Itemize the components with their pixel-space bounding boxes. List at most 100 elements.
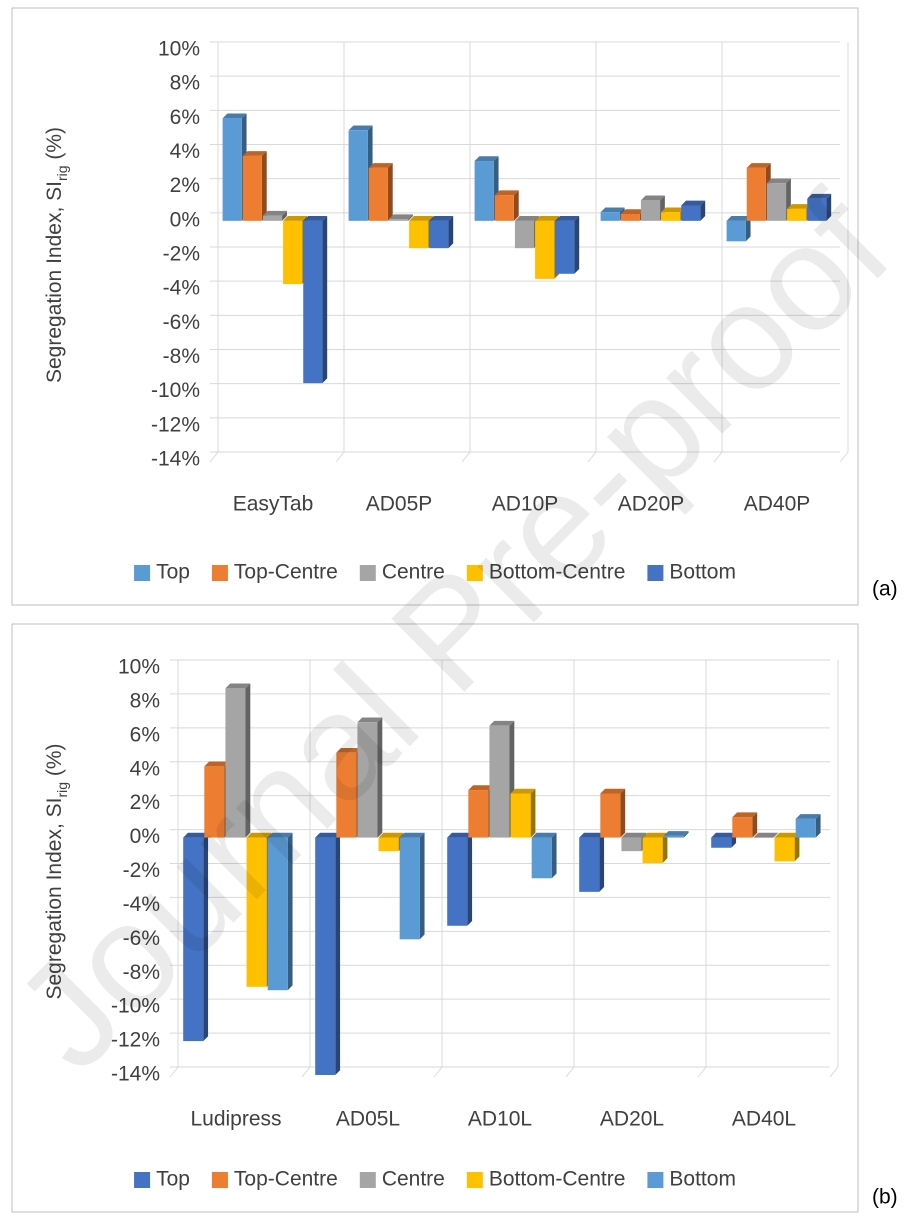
bar-side — [467, 832, 473, 926]
floor-tick — [713, 451, 723, 463]
legend-swatch — [134, 565, 151, 581]
bar-top — [732, 812, 758, 818]
x-tick-label: EasyTab — [233, 493, 314, 516]
bar — [640, 200, 661, 221]
bar-top — [429, 216, 454, 221]
bar-top — [474, 156, 499, 162]
x-tick-label: AD40P — [744, 493, 811, 516]
legend-swatch — [134, 1172, 151, 1188]
bar — [399, 837, 420, 940]
bar — [746, 167, 766, 221]
bar — [774, 837, 795, 862]
bar — [267, 837, 288, 991]
y-tick-label: 4% — [130, 757, 160, 780]
bar-top — [315, 832, 341, 838]
floor-tick — [839, 451, 849, 463]
bar-side — [335, 832, 341, 1075]
bar-side — [662, 832, 668, 864]
floor-tick — [169, 1066, 179, 1078]
legend-label: Centre — [382, 1168, 445, 1191]
legend-swatch — [647, 565, 664, 581]
y-axis-title-suffix: (%) — [43, 743, 66, 782]
y-tick-label: -4% — [123, 893, 160, 916]
bar-top — [399, 832, 425, 838]
bar — [357, 722, 378, 838]
y-axis-title: Segregation Index, SIrig (%) — [43, 127, 70, 383]
y-axis-title-sub: rig — [54, 782, 70, 798]
floor-tick — [335, 451, 345, 463]
bar — [468, 790, 489, 838]
y-tick-label: 6% — [170, 106, 200, 129]
bar-top — [378, 832, 404, 838]
bar-side — [745, 216, 751, 242]
bar-top — [489, 720, 515, 726]
bar — [600, 793, 621, 838]
legend-swatch — [211, 565, 228, 581]
bar — [663, 835, 684, 838]
bar-side — [815, 814, 821, 838]
bar-side — [620, 788, 626, 838]
bar — [661, 212, 681, 221]
bar-top — [409, 216, 434, 221]
bar-top — [600, 788, 626, 794]
bar — [242, 155, 262, 221]
legend-label: Top — [156, 561, 190, 584]
bar-top — [535, 216, 560, 221]
legend: Top Top-Centre Centre Bottom-Centre Bottom — [134, 1168, 736, 1191]
bar — [621, 837, 642, 852]
bar — [807, 198, 827, 221]
legend-label: Bottom-Centre — [489, 561, 626, 584]
bar-top — [681, 200, 706, 206]
legend-swatch — [359, 565, 376, 581]
bar-top — [447, 832, 473, 838]
bar — [447, 837, 468, 926]
bar-top — [262, 210, 287, 216]
y-tick-label: 8% — [130, 689, 160, 712]
bar — [787, 208, 807, 221]
floor-tick — [301, 1066, 311, 1078]
bar-side — [419, 832, 425, 940]
bar — [315, 837, 336, 1075]
bar — [642, 837, 663, 864]
bar-top — [620, 209, 645, 214]
bar-side — [377, 717, 383, 838]
bar-top — [357, 717, 383, 723]
bar-top — [579, 832, 605, 838]
legend-swatch — [647, 1172, 664, 1188]
bar-side — [530, 788, 536, 838]
bar — [348, 130, 368, 221]
bar — [246, 837, 267, 987]
y-tick-label: -8% — [123, 961, 160, 984]
y-axis-title-main: Segregation Index, SI — [43, 181, 66, 383]
bar — [766, 183, 787, 221]
bar — [711, 837, 732, 848]
legend-label: Bottom — [669, 1168, 736, 1191]
bar — [283, 220, 303, 285]
bar-top — [531, 832, 557, 838]
legend-swatch — [466, 565, 483, 581]
legend-swatch — [359, 1172, 376, 1188]
bar-top — [348, 125, 373, 131]
bar-top — [661, 207, 686, 213]
floor-tick — [461, 451, 471, 463]
bar — [795, 818, 816, 838]
bar — [489, 725, 510, 838]
y-axis-title-suffix: (%) — [43, 127, 66, 166]
x-tick-label: AD20L — [600, 1108, 664, 1131]
bar-side — [282, 210, 287, 221]
bar — [336, 752, 357, 838]
y-tick-label: -8% — [163, 345, 200, 368]
bar-top — [183, 832, 209, 838]
watermark: Journal Pre-proof — [0, 162, 909, 1100]
bar — [222, 118, 242, 221]
bar — [368, 167, 388, 221]
y-tick-label: 6% — [130, 723, 160, 746]
bar — [531, 837, 552, 879]
chart-frame — [11, 7, 859, 606]
bar — [535, 220, 555, 279]
panel-label: (b) — [872, 1186, 898, 1209]
y-tick-label: 8% — [170, 72, 200, 95]
x-tick-label: AD10P — [492, 493, 559, 516]
bar-top — [225, 683, 251, 689]
bar — [726, 220, 746, 242]
